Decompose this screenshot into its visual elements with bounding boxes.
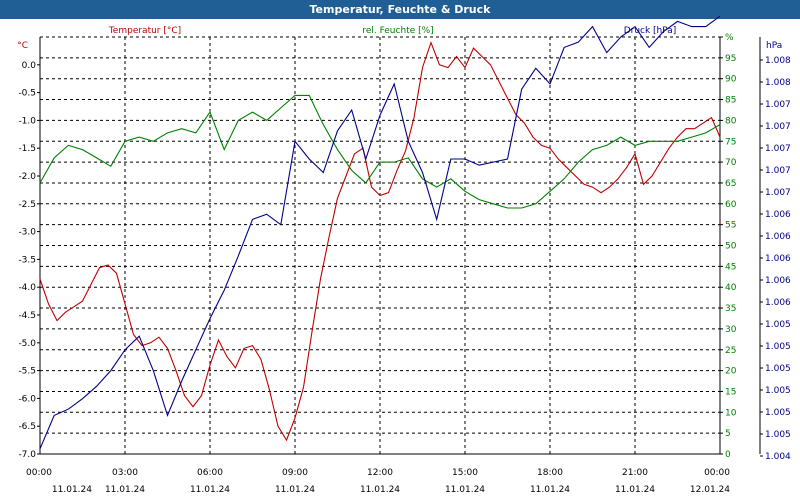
pressure-tick-label: 1.005 — [765, 386, 791, 396]
pressure-tick-label: 1.006 — [765, 210, 791, 220]
humidity-tick-label: 90 — [725, 75, 737, 85]
humidity-tick-label: 70 — [725, 158, 737, 168]
pressure-tick-label: 1.006 — [765, 232, 791, 242]
temperature-tick-label: -5.5 — [18, 367, 36, 377]
date-tick-label: 11.01.24 — [275, 485, 315, 495]
temperature-tick-label: -6.5 — [18, 422, 36, 432]
time-tick-label: 09:00 — [282, 468, 308, 478]
pressure-unit-label: hPa — [766, 41, 782, 51]
temperature-tick-label: -6.0 — [18, 394, 36, 404]
humidity-tick-label: 60 — [725, 200, 737, 210]
humidity-tick-label: 15 — [725, 387, 736, 397]
pressure-axis: hPa 1.004 1.005 1.005 1.005 1.005 1.005 1.005 1.… — [760, 41, 791, 462]
date-tick-label: 11.01.24 — [445, 485, 485, 495]
date-tick-label: 11.01.24 — [105, 485, 145, 495]
date-tick-label: 11.01.24 — [52, 485, 92, 495]
temperature-tick-label: 0.0 — [22, 61, 37, 71]
temperature-tick-label: -1.0 — [18, 116, 36, 126]
chart-grid — [40, 36, 720, 455]
humidity-tick-label: 0 — [725, 450, 731, 460]
temperature-tick-label: -1.5 — [18, 144, 36, 154]
pressure-tick-label: 1.005 — [765, 320, 791, 330]
temperature-tick-label: -3.5 — [18, 255, 36, 265]
humidity-tick-label: 55 — [725, 221, 736, 231]
temperature-tick-label: -4.0 — [18, 283, 36, 293]
series-header-pressure: Druck [hPa] — [624, 26, 677, 36]
pressure-tick-label: 1.007 — [765, 100, 791, 110]
pressure-tick-label: 1.005 — [765, 430, 791, 440]
temperature-tick-label: -3.0 — [18, 228, 36, 238]
date-tick-label: 11.01.24 — [615, 485, 655, 495]
series-header-temperature: Temperatur [°C] — [108, 26, 181, 36]
humidity-tick-label: 25 — [725, 346, 736, 356]
temperature-tick-label: -2.5 — [18, 200, 36, 210]
humidity-tick-label: 5 — [725, 429, 731, 439]
humidity-tick-label: 10 — [725, 408, 737, 418]
chart-series — [39, 15, 721, 450]
humidity-tick-label: 80 — [725, 116, 737, 126]
humidity-tick-label: 95 — [725, 54, 736, 64]
series-headers: Temperatur [°C] rel. Feuchte [%] Druck [hP… — [108, 26, 676, 36]
pressure-tick-label: 1.007 — [765, 122, 791, 132]
temperature-tick-label: -2.0 — [18, 172, 36, 182]
humidity-tick-label: 75 — [725, 137, 736, 147]
time-tick-label: 00:00 — [704, 468, 730, 478]
temperature-tick-label: -7.0 — [18, 450, 36, 460]
time-tick-label: 03:00 — [112, 468, 138, 478]
humidity-tick-label: 85 — [725, 96, 736, 106]
time-tick-label: 15:00 — [452, 468, 478, 478]
pressure-tick-label: 1.008 — [765, 56, 791, 66]
pressure-tick-label: 1.004 — [765, 452, 791, 462]
series-line-pressure — [39, 15, 721, 450]
pressure-tick-label: 1.007 — [765, 166, 791, 176]
pressure-tick-label: 1.006 — [765, 298, 791, 308]
temperature-unit-label: °C — [17, 41, 28, 51]
temperature-axis: °C 0.0 -0.5 -1.0 -1.5 -2.0 -2.5 -3.0 -3.5 -4.0 -4.… — [17, 41, 40, 460]
humidity-tick-label: 35 — [725, 304, 736, 314]
pressure-tick-label: 1.005 — [765, 408, 791, 418]
humidity-tick-label: 30 — [725, 325, 737, 335]
pressure-tick-label: 1.005 — [765, 342, 791, 352]
chart-title: Temperatur, Feuchte & Druck — [0, 0, 800, 19]
humidity-axis: 0 5 10 15 20 25 30 35 40 45 50 55 60 65 70 75 80 85 90 95% — [720, 33, 737, 460]
series-line-humidity — [39, 94, 721, 209]
humidity-tick-label: 50 — [725, 242, 737, 252]
pressure-tick-label: 1.007 — [765, 188, 791, 198]
humidity-tick-label: % — [725, 33, 734, 43]
time-tick-label: 00:00 — [26, 468, 52, 478]
humidity-tick-label: 65 — [725, 179, 736, 189]
humidity-tick-label: 45 — [725, 262, 736, 272]
date-tick-label: 11.01.24 — [360, 485, 400, 495]
temperature-tick-label: -0.5 — [18, 89, 36, 99]
time-tick-label: 18:00 — [537, 468, 563, 478]
date-tick-label: 11.01.24 — [530, 485, 570, 495]
series-header-humidity: rel. Feuchte [%] — [362, 26, 433, 36]
date-tick-label: 12.01.24 — [690, 485, 730, 495]
pressure-tick-label: 1.008 — [765, 78, 791, 88]
temperature-tick-label: -4.5 — [18, 311, 36, 321]
pressure-tick-label: 1.006 — [765, 276, 791, 286]
pressure-tick-label: 1.007 — [765, 144, 791, 154]
pressure-tick-label: 1.005 — [765, 364, 791, 374]
humidity-tick-label: 40 — [725, 283, 737, 293]
time-tick-label: 06:00 — [197, 468, 223, 478]
pressure-tick-label: 1.006 — [765, 254, 791, 264]
date-tick-label: 11.01.24 — [190, 485, 230, 495]
time-axis: 00:0011.01.2403:0011.01.2406:0011.01.240… — [26, 468, 730, 495]
time-tick-label: 12:00 — [367, 468, 393, 478]
time-tick-label: 21:00 — [622, 468, 648, 478]
series-line-temperature — [39, 40, 721, 442]
temperature-tick-label: -5.0 — [18, 339, 36, 349]
humidity-tick-label: 20 — [725, 367, 737, 377]
